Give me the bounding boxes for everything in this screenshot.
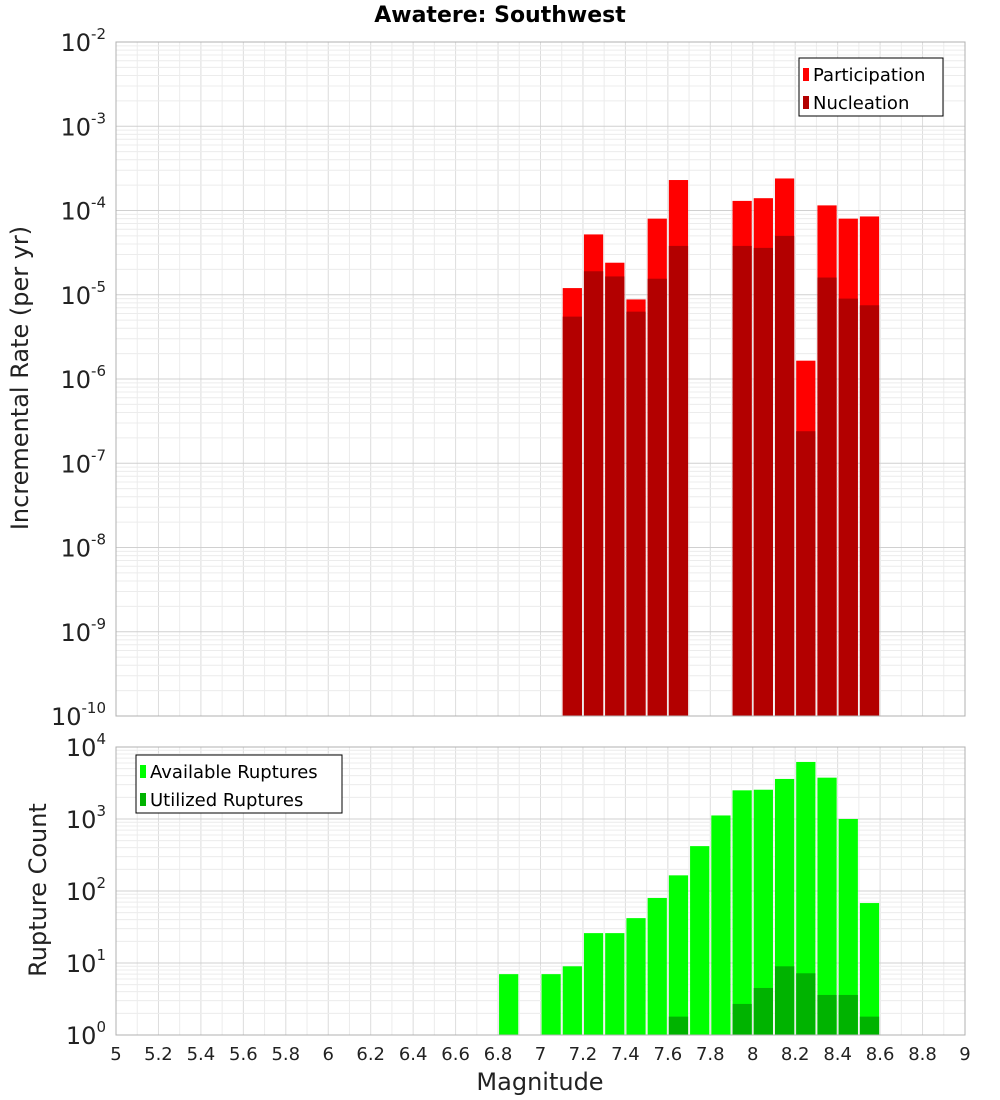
y-tick-label: 10-2: [60, 25, 106, 57]
y-tick-label: 10-9: [60, 615, 106, 647]
y-tick-label: 104: [66, 730, 106, 762]
bar-nucleation: [753, 247, 773, 716]
top-y-axis-label: Incremental Rate (per yr): [6, 226, 34, 530]
x-tick-label: 5.6: [229, 1044, 258, 1065]
bar-available-ruptures: [753, 789, 773, 1035]
x-tick-label: 7: [535, 1044, 546, 1065]
bar-nucleation: [562, 316, 582, 716]
x-tick-label: 6.4: [399, 1044, 428, 1065]
bar-available-ruptures: [838, 819, 858, 1035]
bar-utilized-ruptures: [732, 1003, 752, 1035]
x-tick-label: 5.8: [271, 1044, 300, 1065]
x-tick-label: 6.2: [356, 1044, 385, 1065]
x-tick-label: 7.8: [696, 1044, 725, 1065]
legend-box-count: [135, 754, 343, 814]
y-tick-label: 10-5: [60, 278, 106, 310]
x-tick-label: 8: [747, 1044, 758, 1065]
bar-nucleation: [583, 271, 604, 716]
legend-swatch: [140, 793, 146, 806]
y-tick-label: 10-7: [60, 446, 106, 478]
bar-nucleation: [859, 305, 880, 716]
bar-available-ruptures: [605, 933, 625, 1035]
plot-frame-rate: [115, 41, 966, 717]
bar-nucleation: [626, 311, 646, 716]
y-tick-label: 102: [66, 874, 106, 906]
legend-swatch: [803, 96, 809, 109]
bar-nucleation: [605, 276, 625, 716]
plot-frame-count: [115, 746, 966, 1036]
x-tick-label: 6: [323, 1044, 334, 1065]
bar-available-ruptures: [647, 897, 667, 1035]
bar-available-ruptures: [583, 933, 604, 1035]
x-tick-label: 8.4: [823, 1044, 852, 1065]
bar-available-ruptures: [690, 846, 710, 1035]
x-tick-label: 5.2: [144, 1044, 173, 1065]
x-tick-label: 8.6: [866, 1044, 895, 1065]
legend-label: Participation: [813, 65, 925, 86]
y-tick-label: 100: [66, 1018, 106, 1050]
y-tick-label: 10-3: [60, 109, 106, 141]
bar-nucleation: [732, 245, 752, 716]
legend-label: Available Ruptures: [150, 762, 318, 783]
legend-label: Nucleation: [813, 93, 909, 114]
bar-available-ruptures: [817, 777, 837, 1035]
legend-box-rate: [798, 57, 944, 117]
legend-swatch: [140, 765, 146, 778]
bar-nucleation: [796, 431, 816, 716]
bar-available-ruptures: [711, 815, 731, 1035]
bar-available-ruptures: [668, 875, 689, 1035]
bar-utilized-ruptures: [753, 987, 773, 1035]
x-tick-label: 5.4: [187, 1044, 216, 1065]
bar-available-ruptures: [499, 974, 519, 1035]
bar-nucleation: [668, 245, 689, 716]
chart-title: Awatere: Southwest: [374, 3, 626, 28]
bar-nucleation: [774, 235, 795, 717]
legend-swatch: [803, 68, 809, 81]
bar-utilized-ruptures: [817, 994, 837, 1035]
bar-available-ruptures: [859, 903, 880, 1035]
bar-available-ruptures: [626, 918, 646, 1035]
bar-utilized-ruptures: [859, 1016, 880, 1035]
x-tick-label: 5: [110, 1044, 121, 1065]
y-tick-label: 10-4: [60, 194, 106, 226]
bar-available-ruptures: [732, 790, 752, 1035]
x-tick-label: 7.2: [569, 1044, 598, 1065]
x-tick-label: 7.6: [654, 1044, 683, 1065]
bar-available-ruptures: [562, 966, 582, 1035]
x-axis-label: Magnitude: [476, 1068, 603, 1096]
x-tick-label: 9: [959, 1044, 970, 1065]
legend-label: Utilized Ruptures: [150, 790, 303, 811]
bar-utilized-ruptures: [774, 966, 795, 1035]
bar-nucleation: [817, 277, 837, 716]
bar-utilized-ruptures: [668, 1016, 689, 1035]
x-tick-label: 7.4: [611, 1044, 640, 1065]
y-tick-label: 101: [66, 946, 106, 978]
x-tick-label: 8.2: [781, 1044, 810, 1065]
y-tick-label: 10-6: [60, 362, 106, 394]
bar-available-ruptures: [796, 761, 816, 1035]
bar-available-ruptures: [541, 974, 561, 1035]
x-tick-label: 6.6: [441, 1044, 470, 1065]
bar-nucleation: [647, 278, 667, 716]
x-tick-label: 8.8: [908, 1044, 937, 1065]
y-tick-label: 103: [66, 802, 106, 834]
y-tick-label: 10-8: [60, 531, 106, 563]
x-tick-label: 6.8: [484, 1044, 513, 1065]
y-tick-label: 10-10: [51, 699, 106, 731]
bar-nucleation: [838, 298, 858, 716]
bottom-y-axis-label: Rupture Count: [24, 803, 52, 977]
bar-utilized-ruptures: [796, 973, 816, 1035]
bar-utilized-ruptures: [838, 994, 858, 1035]
